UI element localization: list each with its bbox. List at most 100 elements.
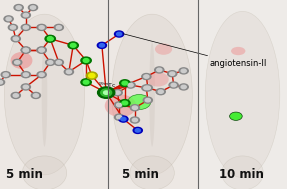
Ellipse shape bbox=[22, 156, 67, 189]
Circle shape bbox=[3, 73, 8, 76]
Circle shape bbox=[132, 106, 137, 109]
Circle shape bbox=[122, 81, 128, 85]
Circle shape bbox=[30, 6, 36, 9]
Circle shape bbox=[23, 85, 28, 89]
Circle shape bbox=[121, 117, 126, 121]
Circle shape bbox=[133, 127, 142, 133]
Circle shape bbox=[115, 114, 124, 120]
Circle shape bbox=[117, 115, 122, 119]
Circle shape bbox=[130, 117, 139, 123]
Circle shape bbox=[21, 47, 30, 53]
Text: angiotensin-II: angiotensin-II bbox=[123, 34, 267, 68]
Circle shape bbox=[64, 69, 73, 75]
Circle shape bbox=[179, 68, 188, 74]
Circle shape bbox=[181, 69, 186, 73]
Circle shape bbox=[169, 82, 178, 88]
Circle shape bbox=[16, 6, 21, 9]
Circle shape bbox=[171, 83, 176, 87]
Circle shape bbox=[155, 67, 164, 73]
Circle shape bbox=[1, 72, 10, 78]
Circle shape bbox=[56, 61, 61, 64]
Circle shape bbox=[68, 42, 78, 49]
Circle shape bbox=[168, 71, 177, 77]
Circle shape bbox=[48, 61, 53, 64]
Circle shape bbox=[99, 44, 104, 47]
Ellipse shape bbox=[231, 47, 245, 55]
Circle shape bbox=[86, 72, 97, 79]
Text: 5 min: 5 min bbox=[122, 168, 159, 181]
Ellipse shape bbox=[105, 94, 136, 117]
Circle shape bbox=[81, 79, 91, 86]
Circle shape bbox=[143, 97, 152, 103]
Circle shape bbox=[23, 48, 28, 52]
Circle shape bbox=[170, 72, 175, 75]
Circle shape bbox=[132, 118, 137, 122]
Circle shape bbox=[39, 26, 44, 29]
Circle shape bbox=[37, 72, 46, 78]
Ellipse shape bbox=[42, 42, 47, 147]
Circle shape bbox=[6, 17, 11, 21]
Circle shape bbox=[13, 59, 22, 65]
Circle shape bbox=[37, 47, 46, 53]
Circle shape bbox=[31, 92, 40, 98]
Circle shape bbox=[39, 48, 44, 52]
Circle shape bbox=[11, 36, 20, 42]
Circle shape bbox=[21, 84, 30, 90]
Circle shape bbox=[130, 105, 139, 111]
Ellipse shape bbox=[130, 156, 174, 189]
Circle shape bbox=[97, 42, 106, 48]
Circle shape bbox=[128, 83, 133, 87]
Circle shape bbox=[14, 5, 23, 11]
Circle shape bbox=[120, 80, 130, 87]
Circle shape bbox=[8, 24, 18, 30]
Circle shape bbox=[117, 32, 122, 36]
Circle shape bbox=[181, 85, 186, 89]
Circle shape bbox=[0, 79, 5, 85]
Ellipse shape bbox=[222, 156, 263, 189]
Bar bbox=[198, 0, 287, 189]
Circle shape bbox=[142, 85, 151, 91]
Circle shape bbox=[23, 48, 28, 52]
Circle shape bbox=[46, 36, 55, 42]
Circle shape bbox=[66, 70, 71, 74]
Circle shape bbox=[39, 73, 44, 76]
Circle shape bbox=[37, 24, 46, 30]
Circle shape bbox=[120, 100, 130, 106]
Text: 10 min: 10 min bbox=[219, 168, 263, 181]
Text: $^{99m}$Tc: $^{99m}$Tc bbox=[98, 81, 116, 90]
Circle shape bbox=[122, 101, 128, 105]
Circle shape bbox=[119, 116, 128, 122]
Circle shape bbox=[89, 74, 95, 78]
Ellipse shape bbox=[205, 11, 280, 178]
Circle shape bbox=[144, 86, 149, 90]
Circle shape bbox=[144, 75, 149, 78]
Circle shape bbox=[145, 98, 150, 102]
Ellipse shape bbox=[128, 94, 151, 110]
Circle shape bbox=[70, 43, 76, 47]
Circle shape bbox=[81, 57, 91, 64]
Circle shape bbox=[10, 26, 15, 29]
Circle shape bbox=[117, 103, 122, 107]
Circle shape bbox=[104, 91, 109, 94]
Circle shape bbox=[54, 24, 63, 30]
Ellipse shape bbox=[4, 14, 85, 175]
Circle shape bbox=[157, 68, 162, 72]
Circle shape bbox=[46, 59, 55, 65]
Circle shape bbox=[4, 16, 13, 22]
Circle shape bbox=[115, 31, 124, 37]
Text: 5 min: 5 min bbox=[6, 168, 43, 181]
Bar bbox=[108, 0, 198, 189]
Circle shape bbox=[13, 37, 18, 40]
Circle shape bbox=[156, 89, 165, 95]
Circle shape bbox=[23, 26, 28, 29]
Circle shape bbox=[23, 13, 28, 17]
Circle shape bbox=[21, 24, 30, 30]
Circle shape bbox=[13, 94, 18, 97]
Circle shape bbox=[142, 74, 151, 80]
Circle shape bbox=[98, 87, 115, 98]
Circle shape bbox=[21, 72, 30, 78]
Circle shape bbox=[126, 82, 135, 88]
Ellipse shape bbox=[147, 72, 169, 87]
Ellipse shape bbox=[11, 52, 32, 69]
Circle shape bbox=[45, 35, 55, 42]
